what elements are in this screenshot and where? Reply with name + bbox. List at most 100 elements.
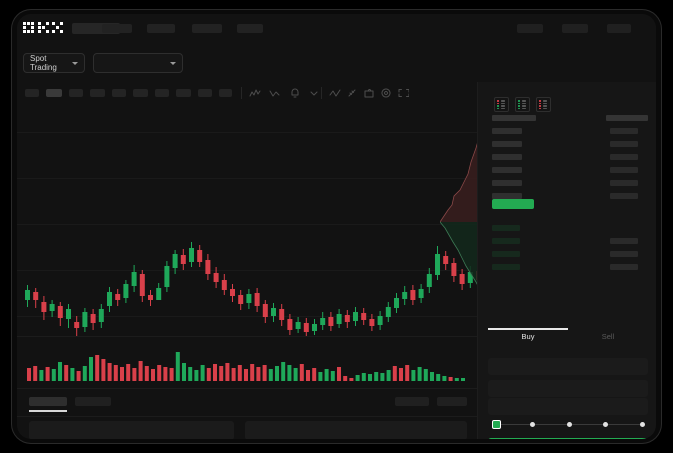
orderbook-ask-price-1[interactable] bbox=[492, 128, 522, 134]
volume-bar-70 bbox=[454, 378, 459, 381]
bottom-card-2[interactable] bbox=[245, 421, 467, 439]
volume-bar-44 bbox=[293, 368, 298, 381]
orderbook-ask-amount-3 bbox=[610, 154, 638, 160]
timeframe-1h[interactable] bbox=[112, 89, 126, 97]
chart-tab-2[interactable] bbox=[75, 397, 111, 406]
top-nav-action-2[interactable] bbox=[562, 24, 588, 33]
nav-item-4[interactable] bbox=[237, 24, 263, 33]
ruler-icon[interactable] bbox=[346, 87, 358, 99]
volume-bar-27 bbox=[188, 367, 193, 381]
slider-mark-100[interactable] bbox=[639, 421, 645, 427]
volume-bar-40 bbox=[268, 369, 273, 381]
chevron-down-icon[interactable] bbox=[308, 87, 320, 99]
candle-26 bbox=[230, 284, 235, 302]
volume-bar-18 bbox=[132, 368, 137, 381]
timeframe-1m[interactable] bbox=[25, 89, 39, 97]
candle-11 bbox=[107, 287, 112, 312]
orderbook-ask-price-2[interactable] bbox=[492, 141, 522, 147]
timeframe-1M[interactable] bbox=[198, 89, 212, 97]
volume-bar-1 bbox=[27, 368, 31, 381]
camera-icon[interactable] bbox=[363, 87, 375, 99]
orderbook-view-bids[interactable] bbox=[515, 97, 530, 112]
orderbook-ask-amount-4 bbox=[610, 167, 638, 173]
volume-bar-series bbox=[27, 352, 465, 381]
volume-bar-52 bbox=[343, 376, 348, 381]
slider-handle[interactable] bbox=[491, 420, 501, 429]
percent-slider[interactable] bbox=[491, 418, 645, 430]
slider-mark-50[interactable] bbox=[566, 421, 572, 427]
market-type-selector[interactable]: Spot Trading bbox=[23, 53, 85, 73]
orderbook-bid-amount-2 bbox=[610, 238, 638, 244]
volume-bar-42 bbox=[281, 362, 286, 381]
fullscreen-icon[interactable] bbox=[397, 87, 409, 99]
orderbook-bid-amount-3 bbox=[610, 251, 638, 257]
footer-button-1[interactable] bbox=[395, 397, 429, 406]
orderbook-view-both[interactable] bbox=[494, 97, 509, 112]
settings-icon[interactable] bbox=[380, 87, 392, 99]
orderbook-rows[interactable] bbox=[488, 115, 648, 320]
timeframe-4h[interactable] bbox=[133, 89, 148, 97]
alert-icon[interactable] bbox=[289, 87, 301, 99]
volume-bar-14 bbox=[107, 363, 112, 381]
candle-3 bbox=[41, 296, 47, 320]
timeframe-30m[interactable] bbox=[90, 89, 105, 97]
timeframe-15m[interactable] bbox=[69, 89, 83, 97]
volume-bar-6 bbox=[58, 362, 62, 381]
candle-29 bbox=[254, 288, 260, 312]
timeframe-5m[interactable] bbox=[46, 89, 62, 97]
compare-icon[interactable] bbox=[329, 87, 341, 99]
volume-bar-39 bbox=[262, 365, 267, 381]
bottom-card-1[interactable] bbox=[29, 421, 234, 439]
candle-48 bbox=[410, 285, 416, 305]
order-field-price[interactable] bbox=[488, 358, 648, 375]
orderbook-ask-amount-6 bbox=[610, 193, 638, 199]
candle-37 bbox=[320, 312, 326, 330]
candle-42 bbox=[361, 308, 367, 325]
slider-mark-75[interactable] bbox=[603, 421, 608, 427]
volume-bar-41 bbox=[275, 366, 279, 381]
orderbook-view-toggles bbox=[494, 97, 551, 112]
order-field-amount[interactable] bbox=[488, 380, 648, 397]
top-nav-action-3[interactable] bbox=[607, 24, 631, 33]
candle-43 bbox=[369, 314, 375, 331]
candle-53 bbox=[451, 258, 457, 282]
indicators-icon[interactable] bbox=[249, 87, 261, 99]
volume-bar-51 bbox=[337, 367, 341, 381]
candle-12 bbox=[115, 289, 121, 306]
orderbook-bid-price-4[interactable] bbox=[492, 264, 520, 270]
orderbook-bid-price-2[interactable] bbox=[492, 238, 520, 244]
timeframe-1d[interactable] bbox=[155, 89, 169, 97]
orderbook-ask-price-3[interactable] bbox=[492, 154, 522, 160]
orderbook-bid-price-3[interactable] bbox=[492, 251, 520, 257]
nav-item-1[interactable] bbox=[102, 24, 132, 33]
volume-bar-59 bbox=[386, 370, 391, 381]
chart-tab-1[interactable] bbox=[29, 397, 67, 406]
volume-bar-12 bbox=[95, 355, 100, 381]
orderbook-bid-price-1[interactable] bbox=[492, 225, 520, 231]
okx-logo[interactable] bbox=[23, 22, 65, 35]
nav-item-2[interactable] bbox=[147, 24, 175, 33]
orderbook-ask-price-6[interactable] bbox=[492, 193, 522, 199]
orderbook-view-asks[interactable] bbox=[536, 97, 551, 112]
trading-pair-selector[interactable] bbox=[93, 53, 183, 73]
volume-bar-57 bbox=[374, 372, 379, 381]
timeframe-more[interactable] bbox=[219, 89, 232, 97]
timeframe-1w[interactable] bbox=[176, 89, 191, 97]
candle-25 bbox=[221, 274, 227, 295]
submit-order-button[interactable] bbox=[488, 438, 648, 439]
candlestick-chart[interactable] bbox=[17, 104, 477, 336]
tab-buy[interactable]: Buy bbox=[521, 332, 535, 341]
orderbook-ask-price-4[interactable] bbox=[492, 167, 522, 173]
candle-23 bbox=[205, 254, 211, 280]
volume-bar-68 bbox=[442, 376, 447, 381]
tab-sell[interactable]: Sell bbox=[601, 332, 615, 341]
chart-type-icon[interactable] bbox=[268, 87, 280, 99]
order-field-total[interactable] bbox=[488, 398, 648, 415]
global-search-input[interactable] bbox=[72, 23, 120, 34]
slider-mark-25[interactable] bbox=[530, 421, 535, 427]
footer-button-2[interactable] bbox=[437, 397, 467, 406]
top-nav-action-1[interactable] bbox=[517, 24, 543, 33]
volume-bar-49 bbox=[324, 369, 329, 381]
orderbook-ask-price-5[interactable] bbox=[492, 180, 522, 186]
nav-item-3[interactable] bbox=[192, 24, 222, 33]
